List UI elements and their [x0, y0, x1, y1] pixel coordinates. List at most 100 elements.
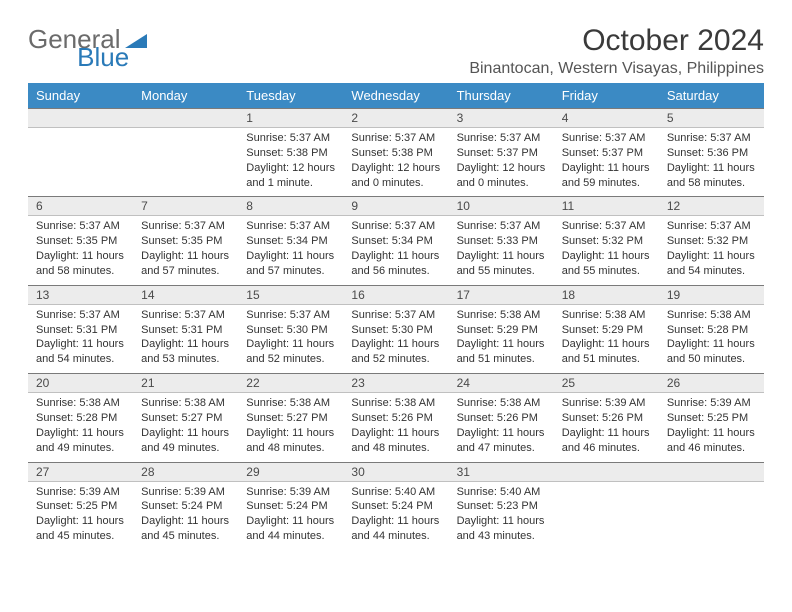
- calendar-cell: 29Sunrise: 5:39 AMSunset: 5:24 PMDayligh…: [238, 462, 343, 550]
- calendar-cell: 8Sunrise: 5:37 AMSunset: 5:34 PMDaylight…: [238, 196, 343, 284]
- sunrise-text: Sunrise: 5:38 AM: [457, 396, 546, 411]
- location-subtitle: Binantocan, Western Visayas, Philippines: [469, 60, 764, 78]
- sunrise-text: Sunrise: 5:38 AM: [246, 396, 335, 411]
- daylight-text: Daylight: 11 hours and 57 minutes.: [246, 249, 335, 279]
- sunrise-text: Sunrise: 5:37 AM: [667, 131, 756, 146]
- calendar-cell: 6Sunrise: 5:37 AMSunset: 5:35 PMDaylight…: [28, 196, 133, 284]
- sunset-text: Sunset: 5:36 PM: [667, 146, 756, 161]
- day-number: [554, 462, 659, 482]
- calendar-cell: 21Sunrise: 5:38 AMSunset: 5:27 PMDayligh…: [133, 373, 238, 461]
- day-details: Sunrise: 5:38 AMSunset: 5:27 PMDaylight:…: [133, 393, 238, 461]
- sunrise-text: Sunrise: 5:37 AM: [457, 219, 546, 234]
- calendar-cell: 12Sunrise: 5:37 AMSunset: 5:32 PMDayligh…: [659, 196, 764, 284]
- day-number: 17: [449, 285, 554, 305]
- calendar-cell: [28, 108, 133, 196]
- calendar-body: 1Sunrise: 5:37 AMSunset: 5:38 PMDaylight…: [28, 108, 764, 550]
- day-number: 23: [343, 373, 448, 393]
- calendar-week-row: 13Sunrise: 5:37 AMSunset: 5:31 PMDayligh…: [28, 285, 764, 373]
- daylight-text: Daylight: 11 hours and 53 minutes.: [141, 337, 230, 367]
- sunset-text: Sunset: 5:26 PM: [351, 411, 440, 426]
- calendar-cell: 31Sunrise: 5:40 AMSunset: 5:23 PMDayligh…: [449, 462, 554, 550]
- day-number: 4: [554, 108, 659, 128]
- day-details: Sunrise: 5:37 AMSunset: 5:34 PMDaylight:…: [343, 216, 448, 284]
- sunrise-text: Sunrise: 5:40 AM: [351, 485, 440, 500]
- calendar-cell: 20Sunrise: 5:38 AMSunset: 5:28 PMDayligh…: [28, 373, 133, 461]
- day-details: Sunrise: 5:37 AMSunset: 5:31 PMDaylight:…: [28, 305, 133, 373]
- sunset-text: Sunset: 5:25 PM: [667, 411, 756, 426]
- sunset-text: Sunset: 5:34 PM: [351, 234, 440, 249]
- calendar-cell: [554, 462, 659, 550]
- day-details: Sunrise: 5:39 AMSunset: 5:24 PMDaylight:…: [238, 482, 343, 550]
- day-details: Sunrise: 5:38 AMSunset: 5:28 PMDaylight:…: [659, 305, 764, 373]
- calendar-cell: 3Sunrise: 5:37 AMSunset: 5:37 PMDaylight…: [449, 108, 554, 196]
- sunset-text: Sunset: 5:27 PM: [246, 411, 335, 426]
- sunrise-text: Sunrise: 5:38 AM: [36, 396, 125, 411]
- day-details: Sunrise: 5:37 AMSunset: 5:35 PMDaylight:…: [133, 216, 238, 284]
- daylight-text: Daylight: 11 hours and 48 minutes.: [246, 426, 335, 456]
- calendar-cell: 17Sunrise: 5:38 AMSunset: 5:29 PMDayligh…: [449, 285, 554, 373]
- day-number: 3: [449, 108, 554, 128]
- daylight-text: Daylight: 12 hours and 0 minutes.: [351, 161, 440, 191]
- weekday-header: Sunday: [28, 83, 133, 108]
- weekday-header: Saturday: [659, 83, 764, 108]
- day-number: 30: [343, 462, 448, 482]
- calendar-cell: 27Sunrise: 5:39 AMSunset: 5:25 PMDayligh…: [28, 462, 133, 550]
- daylight-text: Daylight: 12 hours and 1 minute.: [246, 161, 335, 191]
- day-number: 12: [659, 196, 764, 216]
- sunset-text: Sunset: 5:30 PM: [351, 323, 440, 338]
- sunrise-text: Sunrise: 5:38 AM: [457, 308, 546, 323]
- day-number: 21: [133, 373, 238, 393]
- sunrise-text: Sunrise: 5:37 AM: [667, 219, 756, 234]
- calendar-cell: 18Sunrise: 5:38 AMSunset: 5:29 PMDayligh…: [554, 285, 659, 373]
- day-details: Sunrise: 5:38 AMSunset: 5:29 PMDaylight:…: [554, 305, 659, 373]
- day-number: 13: [28, 285, 133, 305]
- day-details: Sunrise: 5:37 AMSunset: 5:35 PMDaylight:…: [28, 216, 133, 284]
- day-number: 10: [449, 196, 554, 216]
- sunset-text: Sunset: 5:35 PM: [36, 234, 125, 249]
- daylight-text: Daylight: 11 hours and 55 minutes.: [562, 249, 651, 279]
- day-number: 2: [343, 108, 448, 128]
- daylight-text: Daylight: 11 hours and 50 minutes.: [667, 337, 756, 367]
- day-number: 5: [659, 108, 764, 128]
- sunset-text: Sunset: 5:31 PM: [141, 323, 230, 338]
- day-details: Sunrise: 5:39 AMSunset: 5:24 PMDaylight:…: [133, 482, 238, 550]
- daylight-text: Daylight: 11 hours and 51 minutes.: [562, 337, 651, 367]
- weekday-header: Tuesday: [238, 83, 343, 108]
- calendar-cell: 30Sunrise: 5:40 AMSunset: 5:24 PMDayligh…: [343, 462, 448, 550]
- day-details: Sunrise: 5:38 AMSunset: 5:26 PMDaylight:…: [449, 393, 554, 461]
- sunset-text: Sunset: 5:24 PM: [246, 499, 335, 514]
- day-number: 20: [28, 373, 133, 393]
- sunset-text: Sunset: 5:38 PM: [246, 146, 335, 161]
- day-details: Sunrise: 5:39 AMSunset: 5:25 PMDaylight:…: [28, 482, 133, 550]
- day-details: Sunrise: 5:40 AMSunset: 5:24 PMDaylight:…: [343, 482, 448, 550]
- day-number: 19: [659, 285, 764, 305]
- daylight-text: Daylight: 11 hours and 57 minutes.: [141, 249, 230, 279]
- day-details: Sunrise: 5:37 AMSunset: 5:30 PMDaylight:…: [238, 305, 343, 373]
- sunset-text: Sunset: 5:33 PM: [457, 234, 546, 249]
- sunset-text: Sunset: 5:28 PM: [667, 323, 756, 338]
- day-details: Sunrise: 5:37 AMSunset: 5:32 PMDaylight:…: [659, 216, 764, 284]
- sunset-text: Sunset: 5:23 PM: [457, 499, 546, 514]
- day-number: 11: [554, 196, 659, 216]
- sunrise-text: Sunrise: 5:39 AM: [562, 396, 651, 411]
- sunset-text: Sunset: 5:38 PM: [351, 146, 440, 161]
- day-details: Sunrise: 5:37 AMSunset: 5:34 PMDaylight:…: [238, 216, 343, 284]
- day-number: 14: [133, 285, 238, 305]
- sunset-text: Sunset: 5:26 PM: [457, 411, 546, 426]
- calendar-week-row: 27Sunrise: 5:39 AMSunset: 5:25 PMDayligh…: [28, 462, 764, 550]
- day-details: Sunrise: 5:39 AMSunset: 5:26 PMDaylight:…: [554, 393, 659, 461]
- sunset-text: Sunset: 5:32 PM: [667, 234, 756, 249]
- sunset-text: Sunset: 5:29 PM: [562, 323, 651, 338]
- daylight-text: Daylight: 11 hours and 59 minutes.: [562, 161, 651, 191]
- sunrise-text: Sunrise: 5:37 AM: [141, 219, 230, 234]
- day-number: 29: [238, 462, 343, 482]
- sunset-text: Sunset: 5:24 PM: [141, 499, 230, 514]
- daylight-text: Daylight: 11 hours and 48 minutes.: [351, 426, 440, 456]
- calendar-cell: 16Sunrise: 5:37 AMSunset: 5:30 PMDayligh…: [343, 285, 448, 373]
- daylight-text: Daylight: 11 hours and 51 minutes.: [457, 337, 546, 367]
- day-details: Sunrise: 5:40 AMSunset: 5:23 PMDaylight:…: [449, 482, 554, 550]
- weekday-header: Friday: [554, 83, 659, 108]
- calendar-cell: 15Sunrise: 5:37 AMSunset: 5:30 PMDayligh…: [238, 285, 343, 373]
- sunrise-text: Sunrise: 5:39 AM: [141, 485, 230, 500]
- sunset-text: Sunset: 5:37 PM: [457, 146, 546, 161]
